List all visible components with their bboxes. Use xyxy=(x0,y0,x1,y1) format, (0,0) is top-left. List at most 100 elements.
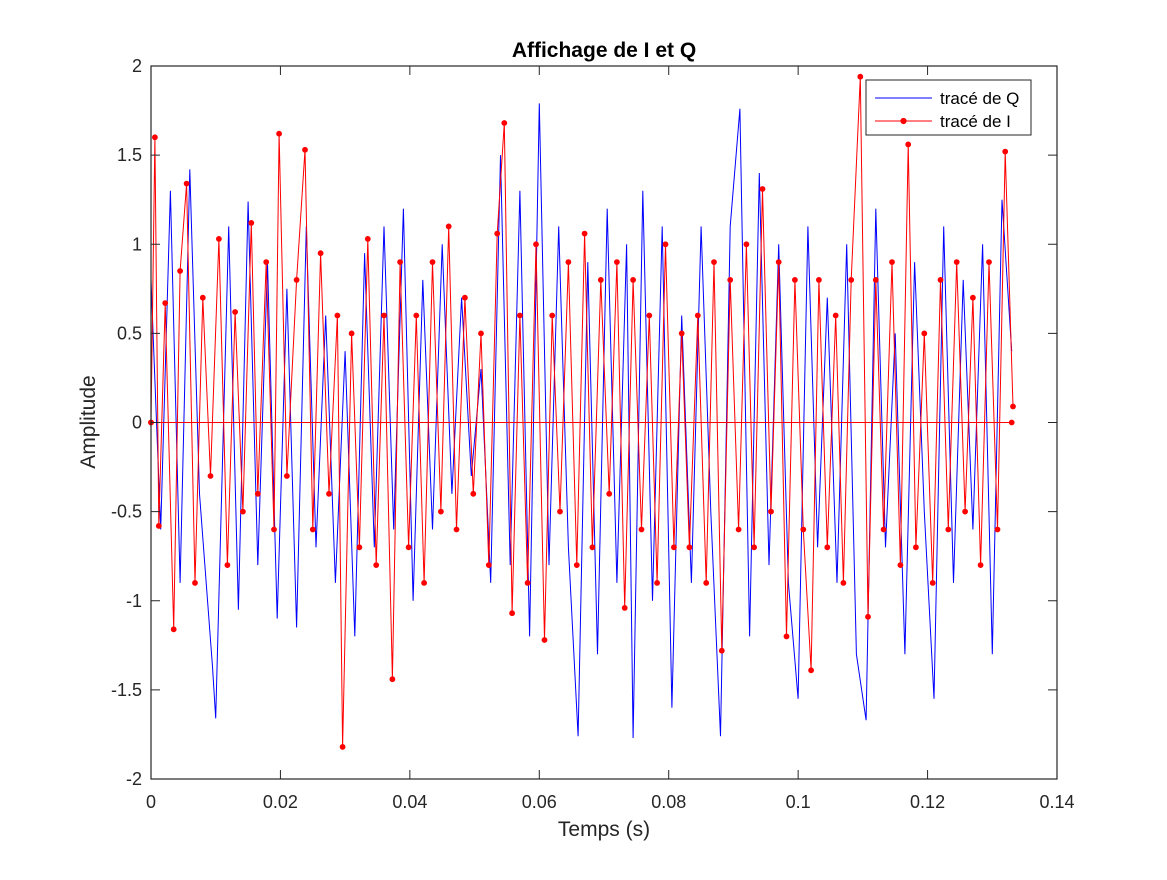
series-1-point xyxy=(334,312,341,319)
chart-title: Affichage de I et Q xyxy=(512,39,696,62)
series-1-point xyxy=(445,223,452,230)
x-tick-label: 0.02 xyxy=(263,792,298,812)
series-1-point xyxy=(880,526,887,533)
series-1-point xyxy=(276,130,283,137)
series-1-point xyxy=(808,667,814,674)
series-1-point xyxy=(348,330,355,337)
y-axis: -2 -1.5 -1 -0.5 0 0.5 1 1.5 2 xyxy=(111,56,1057,789)
series-1-point xyxy=(751,544,757,551)
series-1-point xyxy=(533,241,539,248)
series-1-point xyxy=(678,330,685,337)
series-1-point xyxy=(541,637,548,643)
series-1-point xyxy=(727,277,734,283)
series-1-point xyxy=(994,526,1001,533)
series-1-point xyxy=(177,268,184,274)
series-1-point xyxy=(429,259,436,266)
series-1-point xyxy=(478,330,484,337)
series-1-point xyxy=(800,526,807,533)
series-1-point xyxy=(621,605,628,611)
series-1-point xyxy=(509,610,515,617)
x-tick-label: 0.1 xyxy=(786,792,811,812)
series-1-point xyxy=(606,490,613,497)
series-1-point xyxy=(783,633,790,640)
series-1-point xyxy=(970,294,976,301)
series-1-point xyxy=(597,277,604,283)
series-1-point xyxy=(326,490,332,497)
series-1-point xyxy=(816,277,822,283)
y-tick-label: 1.5 xyxy=(117,145,142,165)
series-1-point xyxy=(897,562,904,568)
x-tick-label: 0.08 xyxy=(651,792,686,812)
series-1-point xyxy=(638,526,645,533)
y-tick-label: -1 xyxy=(126,591,142,611)
series-1-point xyxy=(654,580,660,586)
series-1-point xyxy=(913,544,919,551)
series-1-point xyxy=(977,562,984,568)
series-1-point xyxy=(792,277,798,283)
series-1-point xyxy=(889,259,895,266)
series-1-point xyxy=(735,526,742,533)
series-1-point xyxy=(581,230,588,237)
x-tick-label: 0.06 xyxy=(522,792,557,812)
series-1-point xyxy=(557,508,563,515)
series-1-point xyxy=(271,526,277,533)
series-1-point xyxy=(405,544,412,551)
series-layer xyxy=(148,73,1016,750)
series-1-point xyxy=(517,312,523,319)
series-1-point xyxy=(905,141,912,148)
y-tick-label: -2 xyxy=(126,769,142,789)
series-1-point xyxy=(254,490,261,497)
y-tick-label: 1 xyxy=(132,234,142,254)
series-1-point xyxy=(953,259,960,266)
series-1-point xyxy=(356,544,363,551)
series-1-point xyxy=(775,259,782,266)
series-1-point xyxy=(857,73,864,80)
series-1-point xyxy=(848,277,855,283)
series-1-point xyxy=(824,544,831,551)
series-1-point xyxy=(248,220,255,226)
x-axis-label: Temps (s) xyxy=(558,818,650,841)
y-tick-label: 0.5 xyxy=(117,323,142,343)
series-1-point xyxy=(743,241,750,248)
series-1-point xyxy=(293,277,300,283)
series-1-point xyxy=(872,277,879,283)
series-1-point xyxy=(317,250,324,257)
series-1-point xyxy=(224,562,231,568)
series-1-point xyxy=(962,508,968,515)
series-1-point xyxy=(364,236,371,242)
series-1-point xyxy=(865,613,871,620)
series-1-point xyxy=(284,473,290,479)
series-1-point xyxy=(183,180,190,187)
legend-marker-i xyxy=(900,117,907,125)
x-axis: 0 0.02 0.04 0.06 0.08 0.1 0.12 0.14 xyxy=(146,66,1075,812)
series-1-point xyxy=(549,312,556,319)
legend-label-q: tracé de Q xyxy=(940,89,1019,108)
series-1-point xyxy=(485,562,492,568)
series-1-point xyxy=(462,294,468,301)
series-1-point xyxy=(703,580,710,586)
series-1-point xyxy=(614,259,620,266)
series-line-0 xyxy=(150,103,1013,739)
series-1-point xyxy=(170,626,177,633)
series-1-point xyxy=(192,580,198,586)
series-1-point xyxy=(686,544,693,551)
y-tick-label: -1.5 xyxy=(111,680,142,700)
y-tick-label: -0.5 xyxy=(111,502,142,522)
series-1-point xyxy=(470,490,477,497)
y-tick-label: 2 xyxy=(132,56,142,76)
series-1-point xyxy=(216,236,222,242)
x-tick-label: 0 xyxy=(146,792,156,812)
series-1-point xyxy=(381,312,387,319)
series-1-point xyxy=(937,277,944,283)
legend: tracé de Q tracé de I xyxy=(865,79,1032,136)
series-1-point xyxy=(630,277,636,283)
series-1-point xyxy=(339,744,346,750)
series-1-point xyxy=(929,580,936,586)
series-1-point xyxy=(207,473,214,479)
legend-label-i: tracé de I xyxy=(940,112,1011,131)
series-1-point xyxy=(389,676,396,683)
series-1-point xyxy=(152,134,158,141)
series-1-point xyxy=(199,294,206,301)
legend-box xyxy=(865,79,1032,136)
